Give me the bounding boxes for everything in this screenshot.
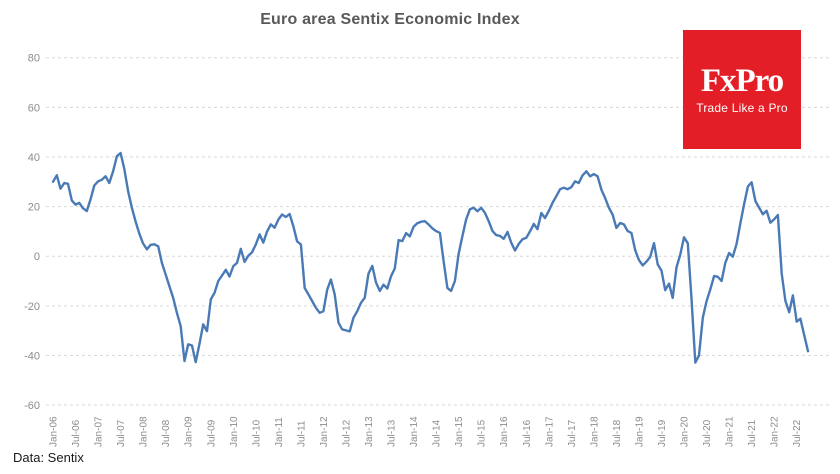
y-axis-tick-label: -60 (24, 400, 40, 412)
x-axis-tick-label: Jul-13 (387, 419, 398, 447)
x-axis-tick-label: Jul-06 (71, 419, 82, 447)
x-axis-tick-label: Jan-22 (770, 416, 781, 447)
x-axis-tick-label: Jan-18 (589, 416, 600, 447)
y-axis-tick-label: 20 (28, 202, 40, 214)
x-axis-tick-label: Jan-20 (680, 416, 691, 447)
y-axis-tick-label: -40 (24, 350, 40, 362)
x-axis-tick-label: Jul-20 (702, 419, 713, 447)
x-axis-tick-label: Jul-21 (747, 419, 758, 447)
x-axis-tick-label: Jul-17 (567, 419, 578, 447)
x-axis-tick-label: Jan-19 (634, 416, 645, 447)
x-axis-tick-label: Jan-17 (544, 416, 555, 447)
x-axis-tick-label: Jul-07 (116, 419, 127, 447)
sentix-index-line (51, 151, 810, 364)
x-axis-tick-label: Jan-15 (454, 416, 465, 447)
x-axis-tick-label: Jan-16 (499, 416, 510, 447)
y-axis-tick-label: -20 (24, 301, 40, 313)
x-axis-tick-label: Jan-10 (229, 416, 240, 447)
x-axis-tick-label: Jan-11 (274, 417, 285, 447)
fxpro-logo-tagline: Trade Like a Pro (696, 101, 788, 115)
x-axis-tick-label: Jan-21 (725, 416, 736, 447)
x-axis-tick-label: Jul-09 (206, 419, 217, 447)
y-axis-tick-label: 0 (34, 251, 40, 263)
x-axis-tick-label: Jan-14 (409, 416, 420, 447)
x-axis-tick-label: Jul-16 (522, 419, 533, 447)
y-axis-tick-label: 80 (28, 53, 40, 65)
data-source-note: Data: Sentix (13, 450, 84, 465)
x-axis-tick-label: Jul-11 (296, 420, 307, 447)
x-axis-tick-label: Jul-18 (612, 419, 623, 447)
x-axis-tick-label: Jul-22 (792, 419, 803, 447)
x-axis-tick-label: Jan-09 (184, 416, 195, 447)
x-axis-tick-label: Jul-12 (341, 419, 352, 447)
x-axis-tick-label: Jan-07 (94, 416, 105, 447)
x-axis-tick-label: Jul-15 (477, 419, 488, 447)
x-axis-tick-label: Jan-08 (139, 416, 150, 447)
x-axis-tick-label: Jul-08 (161, 419, 172, 447)
chart-title: Euro area Sentix Economic Index (260, 11, 520, 28)
y-axis-tick-label: 60 (28, 102, 40, 114)
x-axis-tick-label: Jan-12 (319, 416, 330, 447)
x-axis-tick-label: Jul-14 (432, 419, 443, 447)
fxpro-logo-brand-text: FxPro (700, 63, 784, 99)
y-axis-tick-label: 40 (28, 152, 40, 164)
x-axis-tick-label: Jul-19 (657, 419, 668, 447)
x-axis-tick-label: Jan-13 (364, 416, 375, 447)
fxpro-logo: FxPro Trade Like a Pro (683, 30, 801, 149)
x-axis-tick-label: Jul-10 (251, 419, 262, 447)
x-axis-tick-label: Jan-06 (49, 416, 60, 447)
